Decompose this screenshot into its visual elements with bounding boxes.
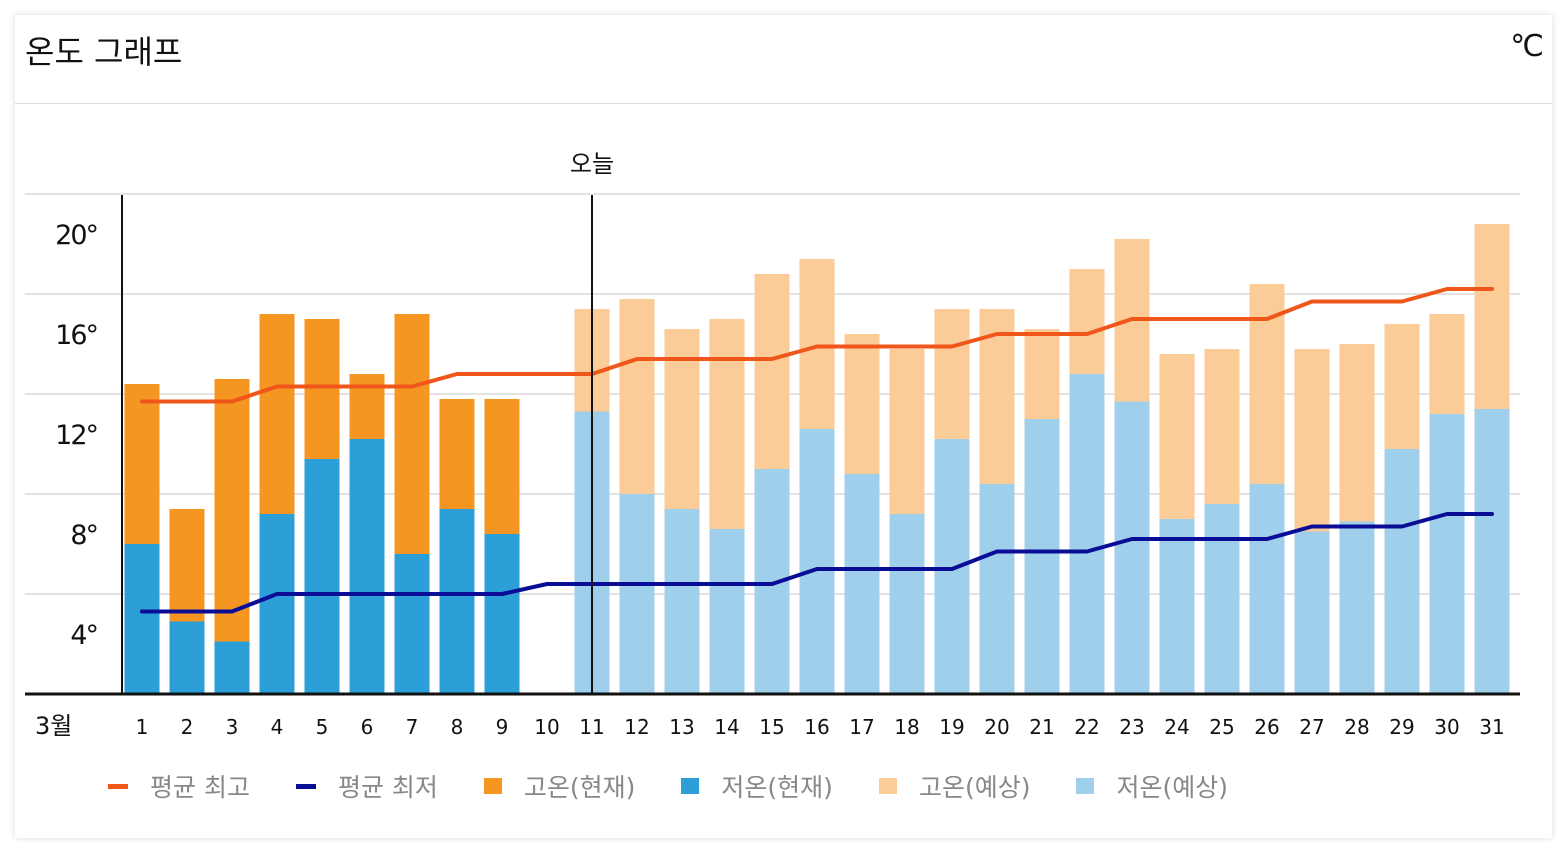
line-평균 최저: [140, 512, 1494, 614]
y-tick-label: 16°: [55, 320, 97, 351]
x-tick-label: 26: [1254, 715, 1279, 739]
legend-label: 평균 최저: [337, 773, 438, 802]
bar-저온(예상): [1114, 401, 1150, 694]
x-tick-label: 30: [1434, 715, 1459, 739]
x-tick-label: 1: [136, 715, 149, 739]
bar-저온(예상): [889, 514, 925, 694]
bar-저온(현재): [484, 534, 520, 694]
legend-label: 고온(현재): [523, 773, 636, 802]
y-tick-label: 12°: [55, 420, 97, 451]
legend-label: 고온(예상): [918, 773, 1031, 802]
y-tick-label: 4°: [70, 620, 97, 651]
x-tick-label: 25: [1209, 715, 1234, 739]
card-header: 온도 그래프 ℃: [15, 15, 1552, 104]
x-tick-label: 6: [361, 715, 374, 739]
x-tick-label: 23: [1119, 715, 1144, 739]
legend: 평균 최고 평균 최저 고온(현재) 저온(현재) 고온(예상) 저온(예상): [108, 768, 1274, 804]
x-tick-label: 27: [1299, 715, 1324, 739]
x-tick-label: 3: [226, 715, 239, 739]
x-tick-label: 12: [624, 715, 649, 739]
bar-저온(예상): [1429, 414, 1465, 694]
legend-label: 저온(현재): [721, 773, 833, 802]
x-tick-label: 13: [669, 715, 694, 739]
legend-item[interactable]: 고온(현재): [483, 768, 636, 804]
x-tick-label: 16: [804, 715, 829, 739]
x-tick-label: 28: [1344, 715, 1369, 739]
legend-label: 저온(예상): [1116, 773, 1228, 802]
line-평균 최고: [140, 287, 1494, 404]
bar-저온(현재): [304, 459, 340, 694]
bar-저온(예상): [799, 429, 835, 694]
x-tick-label: 14: [714, 715, 739, 739]
bar-저온(현재): [259, 514, 295, 694]
bar-저온(현재): [169, 621, 205, 694]
chart-title: 온도 그래프: [25, 33, 183, 71]
bar-저온(예상): [1294, 531, 1330, 694]
x-tick-label: 18: [894, 715, 919, 739]
legend-item[interactable]: 평균 최고: [108, 768, 250, 804]
x-tick-label: 31: [1479, 715, 1504, 739]
bar-저온(예상): [1069, 374, 1105, 694]
bar-저온(현재): [214, 641, 250, 694]
bar-저온(예상): [1384, 449, 1420, 694]
x-tick-label: 5: [316, 715, 329, 739]
legend-item[interactable]: 평균 최저: [295, 768, 438, 804]
month-label: 3월: [35, 712, 72, 740]
bar-저온(현재): [439, 509, 475, 694]
legend-swatch-icon: [108, 783, 128, 789]
legend-swatch-icon: [483, 778, 502, 794]
legend-swatch-icon: [295, 783, 316, 789]
bar-저온(현재): [349, 439, 385, 694]
x-tick-label: 9: [496, 715, 509, 739]
legend-label: 평균 최고: [150, 773, 250, 802]
bar-저온(예상): [979, 484, 1015, 694]
bar-저온(예상): [934, 439, 970, 694]
x-tick-label: 15: [759, 715, 784, 739]
legend-item[interactable]: 고온(예상): [878, 768, 1031, 804]
x-tick-label: 24: [1164, 715, 1189, 739]
x-tick-label: 8: [451, 715, 464, 739]
x-tick-label: 2: [181, 715, 194, 739]
legend-swatch-icon: [878, 778, 897, 794]
legend-item[interactable]: 저온(예상): [1076, 768, 1228, 804]
bar-저온(예상): [1249, 484, 1285, 694]
bar-저온(예상): [664, 509, 700, 694]
x-tick-label: 7: [406, 715, 419, 739]
legend-swatch-icon: [1076, 778, 1095, 794]
legend-swatch-icon: [681, 778, 700, 794]
y-tick-label: 8°: [70, 520, 97, 551]
x-tick-label: 4: [271, 715, 284, 739]
y-tick-label: 20°: [55, 220, 97, 251]
x-tick-label: 10: [534, 715, 559, 739]
x-tick-label: 29: [1389, 715, 1414, 739]
bar-저온(예상): [619, 494, 655, 694]
x-tick-label: 22: [1074, 715, 1099, 739]
bar-저온(예상): [844, 474, 880, 694]
bar-저온(예상): [1159, 519, 1195, 694]
bar-저온(예상): [709, 529, 745, 694]
bar-저온(예상): [1204, 504, 1240, 694]
bar-저온(예상): [1339, 521, 1375, 694]
bar-저온(예상): [1024, 419, 1060, 694]
unit-label: ℃: [1510, 29, 1544, 64]
x-tick-label: 20: [984, 715, 1009, 739]
bar-저온(현재): [124, 544, 160, 694]
today-label: 오늘: [570, 150, 614, 178]
bar-저온(현재): [394, 554, 430, 694]
bar-저온(예상): [1474, 409, 1510, 694]
x-tick-label: 21: [1029, 715, 1054, 739]
legend-item[interactable]: 저온(현재): [681, 768, 833, 804]
x-tick-label: 19: [939, 715, 964, 739]
x-tick-label: 17: [849, 715, 874, 739]
x-tick-label: 11: [579, 715, 604, 739]
